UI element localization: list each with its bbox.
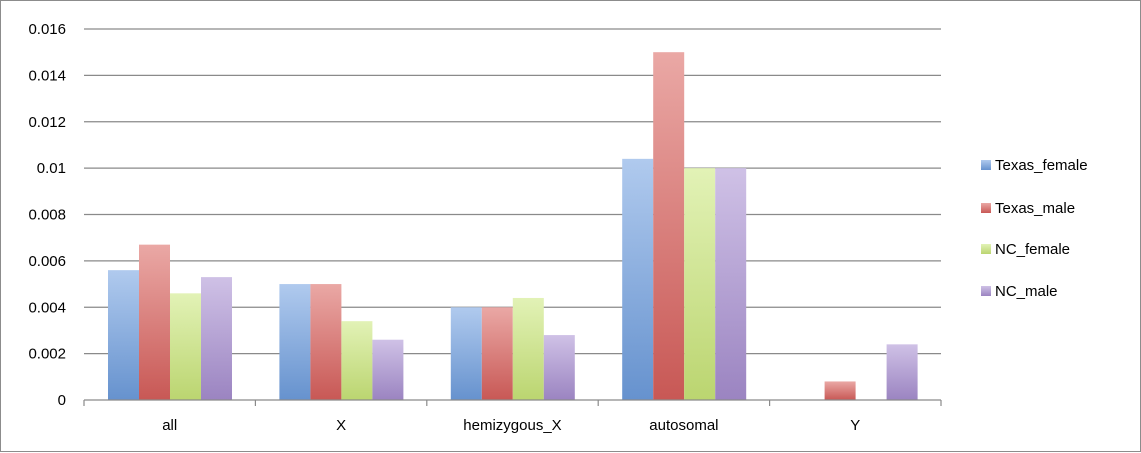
legend-label-nc-female: NC_female bbox=[995, 241, 1070, 258]
bar-nc-female-x bbox=[341, 321, 373, 400]
bar-nc-female-hemizygous-x bbox=[512, 297, 544, 400]
bar-nc-male-hemizygous-x bbox=[543, 335, 575, 400]
y-tick-label: 0.008 bbox=[28, 207, 66, 224]
x-tick-label: all bbox=[162, 417, 177, 434]
bar-nc-male-x bbox=[372, 339, 404, 400]
bar-nc-male-all bbox=[201, 277, 232, 400]
legend-swatch-nc-female bbox=[981, 244, 991, 254]
bar-texas-male-y bbox=[824, 381, 856, 400]
bar-texas-female-hemizygous-x bbox=[450, 307, 482, 400]
x-tick-label: X bbox=[336, 417, 346, 434]
bar-nc-male-y bbox=[886, 344, 918, 400]
x-tick-label: Y bbox=[850, 417, 860, 434]
y-tick-label: 0.002 bbox=[28, 346, 66, 363]
y-tick-label: 0 bbox=[58, 392, 66, 409]
y-axis-ticks: 0 0.002 0.004 0.006 0.008 0.01 0.012 0.014 0.016 bbox=[28, 21, 66, 409]
legend-label-texas-female: Texas_female bbox=[995, 157, 1088, 174]
bar-texas-male-hemizygous-x bbox=[481, 307, 513, 400]
legend-swatch-texas-female bbox=[981, 160, 991, 170]
legend-label-nc-male: NC_male bbox=[995, 283, 1058, 300]
bar-texas-female-all bbox=[108, 270, 139, 400]
y-tick-label: 0.014 bbox=[28, 67, 66, 84]
y-tick-label: 0.004 bbox=[28, 299, 66, 316]
bar-texas-male-x bbox=[310, 284, 342, 400]
bar-texas-female-autosomal bbox=[622, 158, 654, 400]
legend-swatch-nc-male bbox=[981, 286, 991, 296]
legend-swatch-texas-male bbox=[981, 203, 991, 213]
bar-texas-female-x bbox=[279, 284, 311, 400]
bar-nc-female-all bbox=[170, 293, 201, 400]
bar-nc-male-autosomal bbox=[715, 168, 747, 400]
bars bbox=[108, 52, 918, 400]
legend: Texas_female Texas_male NC_female NC_male bbox=[981, 157, 1088, 300]
y-tick-label: 0.006 bbox=[28, 253, 66, 270]
bar-texas-male-all bbox=[139, 244, 170, 400]
legend-label-texas-male: Texas_male bbox=[995, 200, 1075, 217]
bar-nc-female-autosomal bbox=[684, 168, 716, 400]
y-tick-label: 0.01 bbox=[37, 160, 66, 177]
y-tick-label: 0.016 bbox=[28, 21, 66, 38]
y-tick-label: 0.012 bbox=[28, 114, 66, 131]
x-tick-label: hemizygous_X bbox=[463, 417, 561, 434]
x-axis bbox=[83, 399, 942, 406]
x-tick-label: autosomal bbox=[649, 417, 718, 434]
bar-texas-male-autosomal bbox=[653, 52, 685, 400]
